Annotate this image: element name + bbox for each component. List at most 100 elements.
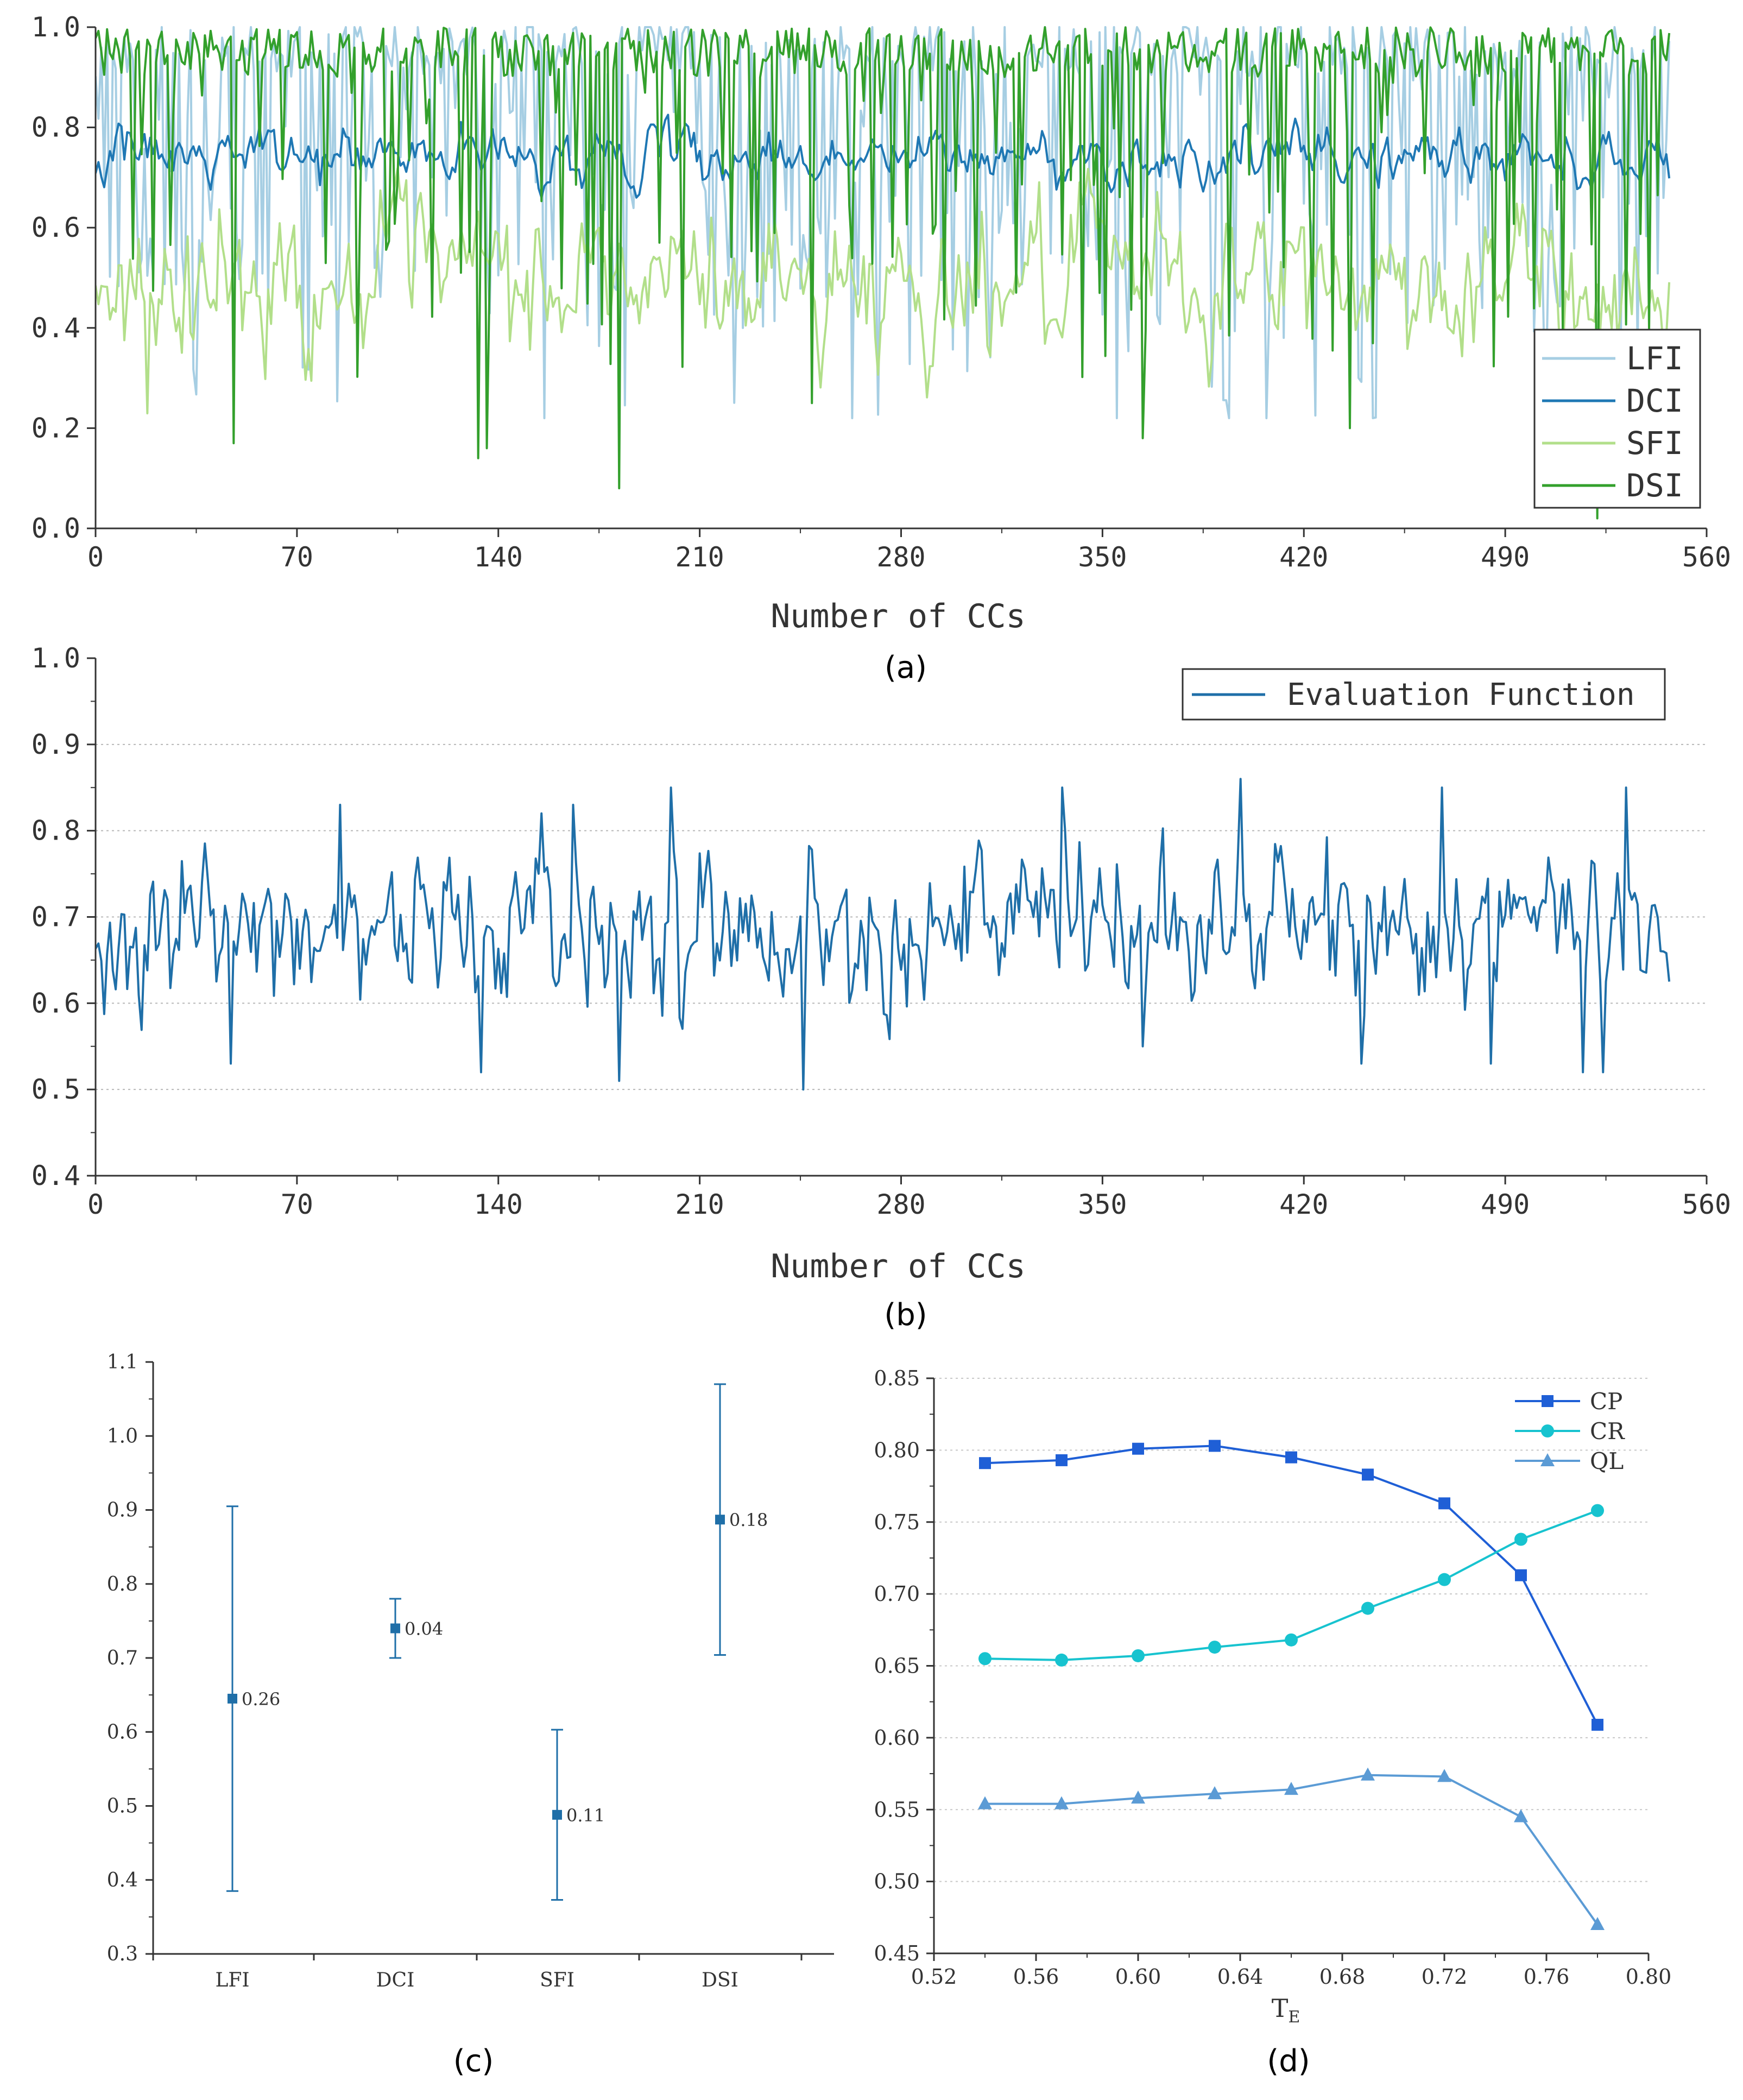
x-tick-label: 0.72 bbox=[1422, 1965, 1468, 1989]
y-tick-label: 1.1 bbox=[107, 1351, 138, 1373]
mean-marker bbox=[390, 1623, 400, 1634]
chart-d-axes: 0.45 0.50 0.55 0.60 0.65 0.70 0.75 0.80 0.85 0.52… bbox=[874, 1366, 1671, 1989]
series-ql-point bbox=[1208, 1786, 1222, 1800]
chart-d-xlabel-main: T bbox=[1272, 1994, 1289, 2023]
y-tick-label: 0.80 bbox=[874, 1438, 920, 1462]
x-tick-label: SFI bbox=[540, 1969, 574, 1991]
series-dci bbox=[96, 113, 1671, 199]
x-tick-label: 0.64 bbox=[1217, 1965, 1264, 1989]
data-label: 0.04 bbox=[405, 1619, 443, 1639]
y-tick-label: 0.4 bbox=[31, 312, 80, 344]
chart-b: 0 70 140 210 280 350 420 490 560 0.4 0.5 0.6 0.7 0.8 0… bbox=[31, 642, 1731, 1333]
y-tick-label: 0.9 bbox=[31, 729, 80, 760]
y-tick-label: 0.70 bbox=[874, 1582, 920, 1606]
series-cr-point bbox=[978, 1652, 992, 1666]
y-tick-label: 0.8 bbox=[31, 815, 80, 847]
series-ql-point bbox=[1514, 1809, 1528, 1822]
chart-b-grid bbox=[91, 701, 1707, 1133]
series-lfi bbox=[96, 26, 1671, 419]
series-cr-point bbox=[1208, 1641, 1221, 1654]
y-tick-label: 0.60 bbox=[874, 1726, 920, 1750]
x-tick-label: 210 bbox=[675, 541, 724, 573]
x-tick-label: 70 bbox=[281, 541, 313, 573]
series-cr-point bbox=[1361, 1601, 1374, 1615]
x-tick-label: 490 bbox=[1481, 541, 1530, 573]
x-tick-label: 560 bbox=[1682, 541, 1731, 573]
x-tick-label: 420 bbox=[1279, 541, 1328, 573]
series-ql-point bbox=[1054, 1796, 1069, 1809]
chart-c-panel-label: (c) bbox=[453, 2044, 494, 2079]
series-cr-point bbox=[1285, 1633, 1298, 1647]
series-cr-point bbox=[1438, 1573, 1451, 1586]
x-tick-label: 0.52 bbox=[911, 1965, 957, 1989]
x-tick-label: 0.68 bbox=[1319, 1965, 1366, 1989]
legend-label-ql: QL bbox=[1590, 1448, 1624, 1474]
y-tick-label: 0.9 bbox=[107, 1499, 138, 1522]
y-tick-label: 0.6 bbox=[107, 1721, 138, 1743]
x-tick-label: 70 bbox=[281, 1189, 313, 1220]
mean-marker bbox=[552, 1809, 562, 1820]
series-cp-point bbox=[1209, 1440, 1221, 1452]
series-ql-point bbox=[1284, 1782, 1298, 1795]
y-tick-label: 0.7 bbox=[107, 1647, 138, 1669]
series-cr-point bbox=[1591, 1504, 1604, 1517]
y-tick-label: 0.8 bbox=[31, 112, 80, 143]
chart-d-series bbox=[978, 1440, 1605, 1931]
series-cp-point bbox=[979, 1457, 991, 1470]
legend-label-lfi: LFI bbox=[1626, 340, 1683, 377]
mean-marker bbox=[228, 1693, 237, 1704]
x-tick-label: 280 bbox=[876, 1189, 925, 1220]
series-ql-point bbox=[1361, 1767, 1375, 1781]
legend-marker-cp bbox=[1542, 1395, 1553, 1407]
chart-a-axes: 0 70 140 210 280 350 420 490 560 0.0 0.2 0.4 0.6 0.8 1… bbox=[31, 11, 1731, 573]
y-tick-label: 0.2 bbox=[31, 412, 80, 444]
x-tick-label: 0 bbox=[87, 1189, 104, 1220]
x-tick-label: 140 bbox=[474, 1189, 523, 1220]
series-evaluation-function bbox=[96, 778, 1671, 1091]
chart-d-xlabel: TE bbox=[1272, 1994, 1300, 2027]
legend-marker-ql bbox=[1540, 1453, 1555, 1466]
data-label: 0.26 bbox=[242, 1689, 280, 1710]
x-tick-label: 420 bbox=[1279, 1189, 1328, 1220]
chart-a-panel-label: (a) bbox=[885, 650, 927, 685]
legend-label-cr: CR bbox=[1590, 1418, 1625, 1445]
x-tick-label: 0.60 bbox=[1115, 1965, 1161, 1989]
data-label: 0.18 bbox=[729, 1510, 768, 1530]
y-tick-label: 0.5 bbox=[107, 1795, 138, 1818]
series-ql-point bbox=[1437, 1769, 1451, 1782]
x-tick-label: 350 bbox=[1078, 541, 1127, 573]
y-tick-label: 0.50 bbox=[874, 1870, 920, 1894]
series-cp-point bbox=[1438, 1497, 1450, 1510]
x-tick-label: 490 bbox=[1481, 1189, 1530, 1220]
series-dsi bbox=[96, 26, 1671, 520]
chart-d: 0.45 0.50 0.55 0.60 0.65 0.70 0.75 0.80 0.85 0.52… bbox=[874, 1366, 1671, 2079]
x-tick-label: 0.56 bbox=[1013, 1965, 1059, 1989]
x-tick-label: 280 bbox=[876, 541, 925, 573]
legend-label-sfi: SFI bbox=[1626, 425, 1683, 462]
chart-b-xlabel: Number of CCs bbox=[771, 1247, 1026, 1285]
y-tick-label: 0.4 bbox=[107, 1869, 138, 1891]
chart-c-marks: 0.26 0.04 0.11 0.18 bbox=[226, 1383, 768, 1901]
y-tick-label: 0.45 bbox=[874, 1941, 920, 1965]
chart-b-series bbox=[96, 778, 1671, 1091]
y-tick-label: 0.65 bbox=[874, 1654, 920, 1678]
y-tick-label: 0.4 bbox=[31, 1160, 80, 1191]
chart-a-xlabel: Number of CCs bbox=[771, 597, 1026, 635]
y-tick-label: 0.75 bbox=[874, 1510, 920, 1534]
y-tick-label: 0.85 bbox=[874, 1366, 920, 1390]
x-tick-label: DSI bbox=[702, 1969, 738, 1991]
y-tick-label: 1.0 bbox=[107, 1425, 138, 1447]
x-tick-label: DCI bbox=[376, 1969, 415, 1991]
series-ql-point bbox=[1131, 1790, 1145, 1804]
series-cp-point bbox=[1592, 1719, 1603, 1731]
x-tick-label: 0.76 bbox=[1524, 1965, 1570, 1989]
legend-label-evaluation-function: Evaluation Function bbox=[1287, 677, 1635, 712]
legend-label-dci: DCI bbox=[1626, 382, 1683, 419]
chart-a-legend: LFI DCI SFI DSI bbox=[1533, 329, 1701, 509]
x-tick-label: 0.80 bbox=[1626, 1965, 1672, 1989]
y-tick-label: 0.3 bbox=[107, 1943, 138, 1965]
legend-marker-cr bbox=[1541, 1424, 1554, 1437]
series-cp-point bbox=[1132, 1442, 1144, 1455]
